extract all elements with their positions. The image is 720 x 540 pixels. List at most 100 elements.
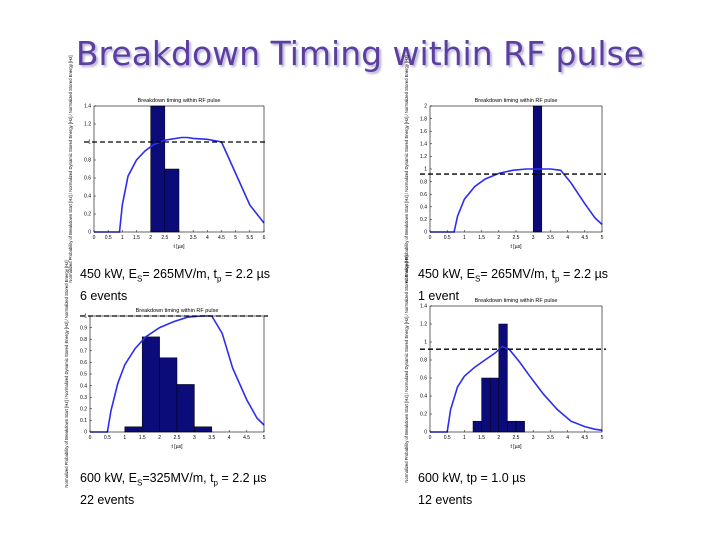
y-axis-label: Normalized Probability of Breakdown Star… [64, 260, 69, 487]
histogram-bar [194, 426, 213, 433]
chart-title: Breakdown timing within RF pulse [475, 298, 558, 304]
x-axis-label: t [µs] [511, 444, 523, 450]
x-axis-label: t [µs] [511, 244, 523, 250]
x-tick-label: 0 [93, 235, 96, 241]
y-tick-label: 2 [424, 104, 427, 110]
y-tick-label: 0.1 [80, 418, 87, 424]
histogram-bar [124, 426, 143, 433]
x-tick-label: 1 [123, 435, 126, 441]
x-tick-label: 2 [497, 235, 500, 241]
histogram-bar [164, 168, 180, 233]
x-tick-label: 0.5 [444, 435, 451, 441]
y-tick-label: 0.4 [420, 394, 427, 400]
y-tick-label: 0.8 [84, 158, 91, 164]
x-tick-label: 0.5 [104, 435, 111, 441]
x-tick-label: 3 [178, 235, 181, 241]
x-tick-label: 3.5 [547, 435, 554, 441]
x-tick-label: 0 [429, 435, 432, 441]
caption-4-line2: 12 events [418, 492, 473, 507]
chart-3: Breakdown timing within RF pulse Normaliz… [64, 260, 268, 488]
y-axis-label: Normalized Probability of Breakdown Star… [404, 55, 409, 282]
x-tick-label: 3.5 [547, 235, 554, 241]
y-tick-label: 0 [424, 430, 427, 436]
y-tick-label: 0 [84, 430, 87, 436]
x-tick-label: 2.5 [174, 435, 181, 441]
x-tick-label: 3 [532, 435, 535, 441]
y-tick-label: 0.8 [80, 337, 87, 343]
chart-panel-2: Breakdown timing within RF pulse Normaliz… [388, 55, 610, 283]
chart-title: Breakdown timing within RF pulse [475, 98, 558, 104]
histogram-bar [489, 377, 500, 433]
histogram-bar [150, 105, 166, 233]
rf-pulse-curve [430, 345, 603, 433]
y-tick-label: 0 [88, 230, 91, 236]
plot-frame [429, 105, 603, 233]
caption-1: 450 kW, ES= 265MV/m, tp = 2.2 µs 6 event… [80, 266, 270, 305]
y-tick-label: 1.2 [420, 154, 427, 160]
y-tick-label: 0.4 [84, 194, 91, 200]
rf-pulse-curve [430, 168, 603, 233]
y-tick-label: 0.4 [80, 383, 87, 389]
x-tick-label: 1.5 [478, 235, 485, 241]
y-tick-label: 0.2 [420, 217, 427, 223]
y-tick-label: 0.6 [84, 176, 91, 182]
y-tick-label: 1.4 [420, 304, 427, 310]
y-tick-label: 0.8 [420, 179, 427, 185]
x-tick-label: 3 [532, 235, 535, 241]
x-tick-label: 2 [497, 435, 500, 441]
y-tick-label: 1.2 [84, 122, 91, 128]
y-tick-label: 0.2 [80, 407, 87, 413]
x-tick-label: 4.5 [243, 435, 250, 441]
chart-1: Breakdown timing within RF pulse Normaliz… [68, 55, 268, 283]
histogram-bar [472, 420, 482, 433]
rf-pulse-curve [94, 136, 265, 233]
chart-4: Breakdown timing within RF pulse Normaliz… [404, 255, 606, 483]
histogram-bar [515, 420, 525, 433]
chart-panel-1: Breakdown timing within RF pulse Normaliz… [52, 55, 272, 283]
x-tick-label: 5 [234, 235, 237, 241]
x-tick-label: 5 [601, 235, 604, 241]
histogram-bar [176, 384, 195, 433]
x-tick-label: 1.5 [478, 435, 485, 441]
x-tick-label: 1 [463, 235, 466, 241]
x-tick-label: 4.5 [581, 235, 588, 241]
chart-title: Breakdown timing within RF pulse [136, 308, 219, 314]
histogram-bar [498, 323, 508, 433]
x-tick-label: 3.5 [208, 435, 215, 441]
x-tick-label: 6 [263, 235, 266, 241]
caption-2-line1: 450 kW, ES= 265MV/m, tp = 2.2 µs [418, 267, 609, 284]
y-tick-label: 1 [424, 167, 427, 173]
x-tick-label: 1.5 [139, 435, 146, 441]
y-tick-label: 0.8 [420, 358, 427, 364]
x-tick-label: 0 [89, 435, 92, 441]
y-tick-label: 1.4 [420, 142, 427, 148]
chart-panel-4: Breakdown timing within RF pulse Normaliz… [388, 255, 610, 483]
x-tick-label: 0.5 [444, 235, 451, 241]
y-tick-label: 0.3 [80, 395, 87, 401]
x-tick-label: 1 [121, 235, 124, 241]
chart-panel-3: Breakdown timing within RF pulse Normaliz… [48, 260, 272, 488]
caption-1-line2: 6 events [80, 288, 128, 303]
histogram-bar [507, 420, 517, 433]
chart-title: Breakdown timing within RF pulse [138, 98, 221, 104]
x-tick-label: 4 [228, 435, 231, 441]
y-tick-label: 0.2 [84, 212, 91, 218]
y-tick-label: 1.8 [420, 116, 427, 122]
y-tick-label: 1 [88, 140, 91, 146]
x-tick-label: 2.5 [513, 235, 520, 241]
x-tick-label: 3 [193, 435, 196, 441]
y-tick-label: 0.4 [420, 205, 427, 211]
x-tick-label: 1 [463, 435, 466, 441]
histogram-bar [141, 336, 160, 433]
x-tick-label: 5 [601, 435, 604, 441]
x-tick-label: 0 [429, 235, 432, 241]
caption-2-line2: 1 event [418, 288, 460, 303]
caption-4-line1: 600 kW, tp = 1.0 µs [418, 471, 526, 485]
x-tick-label: 2 [149, 235, 152, 241]
y-tick-label: 0.2 [420, 412, 427, 418]
chart-2: Breakdown timing within RF pulse Normaliz… [404, 55, 606, 283]
caption-3: 600 kW, ES=325MV/m, tp = 2.2 µs 22 event… [80, 470, 267, 509]
x-tick-label: 2.5 [161, 235, 168, 241]
y-tick-label: 0 [424, 230, 427, 236]
caption-3-line1: 600 kW, ES=325MV/m, tp = 2.2 µs [80, 471, 267, 488]
